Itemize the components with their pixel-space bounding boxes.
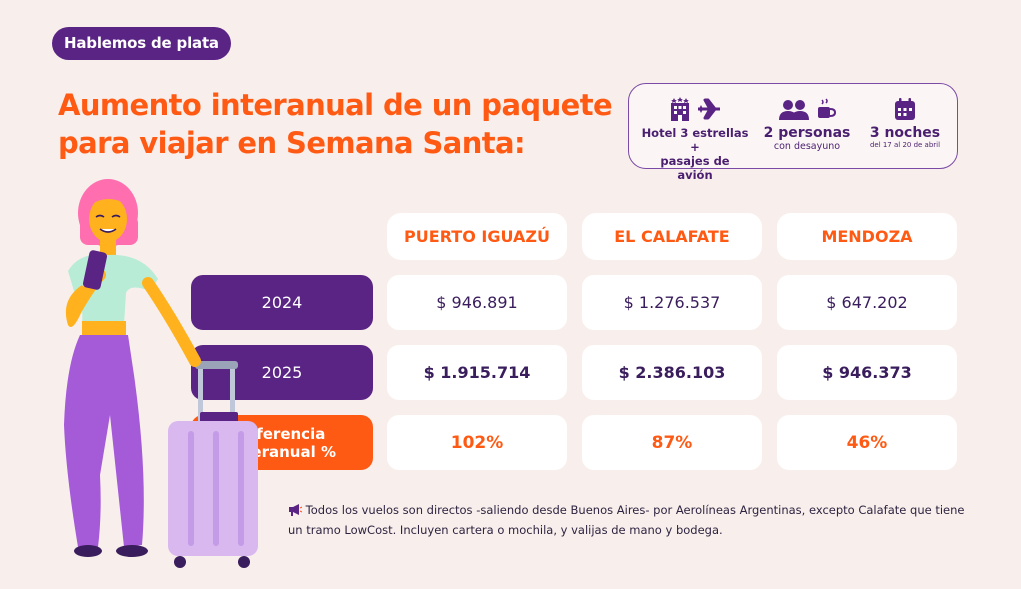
footnote-text-1: Todos los vuelos son directos -saliendo … bbox=[305, 503, 965, 517]
cell-diff-puerto-iguazu: 102% bbox=[387, 415, 567, 470]
cell-2024-puerto-iguazu: $ 946.891 bbox=[387, 275, 567, 330]
calendar-icon bbox=[895, 98, 915, 120]
info-hotel-line2: pasajes de avión bbox=[660, 154, 730, 182]
info-nights-small: del 17 al 20 de abril bbox=[869, 141, 941, 149]
info-nights-big: 3 noches bbox=[869, 125, 941, 141]
hotel-icon bbox=[671, 97, 689, 121]
cell-diff-el-calafate: 87% bbox=[582, 415, 762, 470]
cell-2024-mendoza: $ 647.202 bbox=[777, 275, 957, 330]
info-nights: 3 noches del 17 al 20 de abril bbox=[861, 84, 949, 168]
traveler-illustration bbox=[64, 179, 258, 568]
info-people: 2 personas con desayuno bbox=[761, 84, 853, 168]
people-icon bbox=[779, 100, 809, 120]
title-line-2: para viajar en Semana Santa: bbox=[58, 126, 526, 160]
title-line-1: Aumento interanual de un paquete bbox=[58, 88, 613, 122]
column-el-calafate: EL CALAFATE bbox=[582, 213, 762, 260]
column-puerto-iguazu: PUERTO IGUAZÚ bbox=[387, 213, 567, 260]
row-label-2025: 2025 bbox=[191, 345, 373, 400]
footnote-text-2: un tramo LowCost. Incluyen cartera o moc… bbox=[288, 523, 723, 537]
info-hotel-line1: Hotel 3 estrellas + bbox=[641, 126, 749, 154]
info-people-small: con desayuno bbox=[773, 141, 841, 152]
cell-2025-puerto-iguazu: $ 1.915.714 bbox=[387, 345, 567, 400]
cell-2025-el-calafate: $ 2.386.103 bbox=[582, 345, 762, 400]
cell-2024-el-calafate: $ 1.276.537 bbox=[582, 275, 762, 330]
row-label-diferencia-line1: Diferencia bbox=[238, 424, 326, 443]
info-hotel: Hotel 3 estrellas + pasajes de avión bbox=[641, 84, 749, 182]
cell-diff-mendoza: 46% bbox=[777, 415, 957, 470]
footnote: Todos los vuelos son directos -saliendo … bbox=[288, 500, 968, 540]
footnote-line-1: Todos los vuelos son directos -saliendo … bbox=[288, 500, 968, 520]
row-label-2024: 2024 bbox=[191, 275, 373, 330]
cell-2025-mendoza: $ 946.373 bbox=[777, 345, 957, 400]
page-title: Aumento interanual de un paquete para vi… bbox=[58, 86, 628, 162]
suitcase-icon bbox=[168, 361, 258, 568]
package-info-box: Hotel 3 estrellas + pasajes de avión 2 p… bbox=[628, 83, 958, 182]
megaphone-icon bbox=[289, 504, 303, 516]
coffee-icon bbox=[818, 98, 836, 118]
airplane-icon bbox=[698, 98, 720, 120]
column-mendoza: MENDOZA bbox=[777, 213, 957, 260]
section-badge: Hablemos de plata bbox=[52, 27, 231, 60]
info-people-big: 2 personas bbox=[763, 125, 851, 141]
